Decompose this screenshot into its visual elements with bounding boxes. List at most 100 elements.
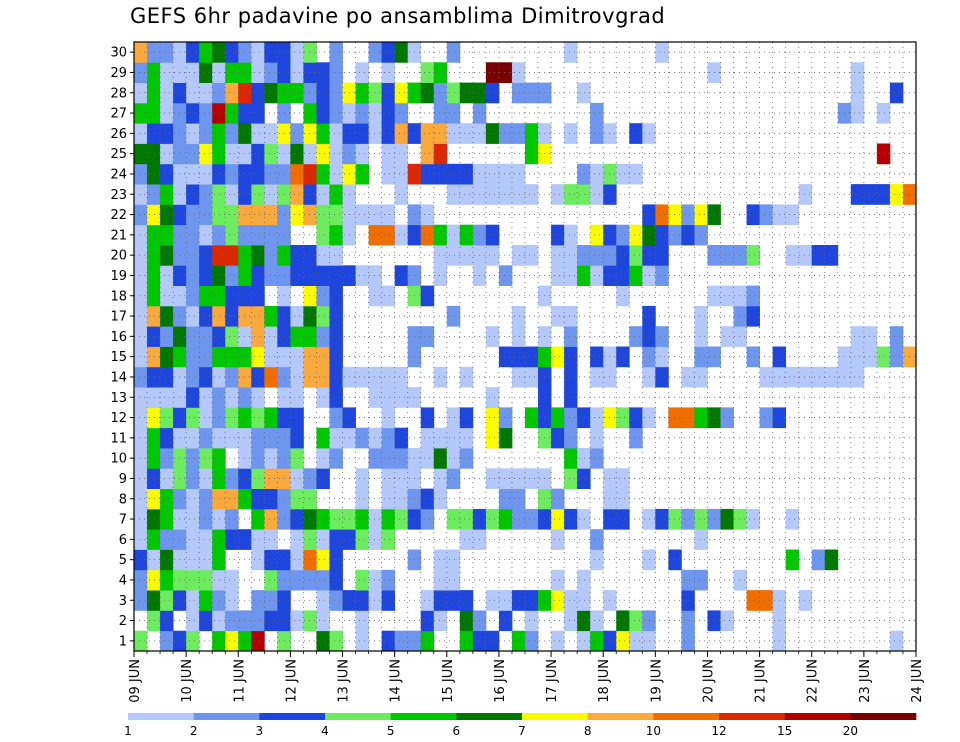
heatmap-cell bbox=[160, 102, 174, 124]
heatmap-cell bbox=[199, 549, 213, 571]
heatmap-cell bbox=[264, 508, 278, 530]
heatmap-cell bbox=[251, 488, 265, 510]
heatmap-cell bbox=[368, 569, 383, 591]
heatmap-cell bbox=[160, 265, 174, 286]
heatmap-cell bbox=[199, 62, 213, 83]
heatmap-cell bbox=[720, 326, 734, 347]
heatmap-cell bbox=[251, 204, 265, 226]
heatmap-cell bbox=[394, 488, 409, 510]
heatmap-cell bbox=[564, 387, 578, 408]
heatmap-cell bbox=[212, 224, 226, 246]
heatmap-cell bbox=[251, 630, 265, 652]
legend-label: 4 bbox=[321, 724, 329, 738]
heatmap-cell bbox=[225, 610, 239, 632]
heatmap-cell bbox=[551, 569, 565, 591]
heatmap-cell bbox=[316, 326, 330, 347]
heatmap-cell bbox=[485, 123, 500, 144]
y-tick-label: 19 bbox=[110, 269, 127, 284]
heatmap-cell bbox=[850, 184, 865, 205]
heatmap-cell bbox=[212, 184, 226, 205]
heatmap-cell bbox=[290, 610, 304, 632]
heatmap-cell bbox=[225, 508, 239, 530]
y-tick-label: 29 bbox=[110, 66, 127, 81]
y-tick-label: 4 bbox=[119, 573, 127, 588]
heatmap-cell bbox=[199, 488, 213, 510]
heatmap-cell bbox=[433, 102, 448, 124]
heatmap-cell bbox=[264, 529, 278, 550]
heatmap-cell bbox=[394, 366, 409, 388]
legend-swatch bbox=[456, 713, 523, 720]
heatmap-cell bbox=[212, 448, 226, 469]
heatmap-cell bbox=[720, 285, 734, 307]
heatmap-cell bbox=[564, 305, 578, 327]
y-tick-label: 5 bbox=[119, 553, 127, 568]
heatmap-cell bbox=[329, 184, 343, 205]
heatmap-cell bbox=[459, 407, 474, 429]
y-tick-label: 27 bbox=[110, 107, 127, 122]
heatmap-cell bbox=[577, 82, 591, 104]
heatmap-cell bbox=[694, 204, 708, 226]
heatmap-cell bbox=[889, 82, 904, 104]
heatmap-cell bbox=[498, 508, 513, 530]
heatmap-cell bbox=[746, 590, 760, 611]
heatmap-cell bbox=[290, 346, 304, 368]
y-tick-label: 2 bbox=[119, 614, 127, 629]
heatmap-cell bbox=[564, 265, 578, 286]
heatmap-cell bbox=[368, 529, 383, 550]
heatmap-cell bbox=[329, 427, 343, 449]
heatmap-cell bbox=[264, 265, 278, 286]
heatmap-cell bbox=[368, 366, 383, 388]
heatmap-cell bbox=[759, 366, 774, 388]
heatmap-cell bbox=[459, 508, 474, 530]
heatmap-cell bbox=[147, 42, 161, 63]
heatmap-cell bbox=[420, 123, 435, 144]
heatmap-cell bbox=[134, 143, 148, 165]
heatmap-cell bbox=[303, 488, 317, 510]
heatmap-cell bbox=[212, 42, 226, 63]
heatmap-cell bbox=[394, 630, 409, 652]
heatmap-cell bbox=[420, 82, 435, 104]
heatmap-cell bbox=[251, 366, 265, 388]
heatmap-cell bbox=[590, 549, 604, 571]
heatmap-cell bbox=[785, 204, 800, 226]
heatmap-cell bbox=[511, 163, 526, 185]
heatmap-cell bbox=[212, 245, 226, 266]
heatmap-cell bbox=[694, 407, 708, 429]
heatmap-cell bbox=[303, 62, 317, 83]
heatmap-cell bbox=[433, 549, 448, 571]
heatmap-cell bbox=[577, 610, 591, 632]
heatmap-cell bbox=[251, 427, 265, 449]
legend-label: 20 bbox=[843, 724, 858, 738]
heatmap-cell bbox=[290, 366, 304, 388]
heatmap-cell bbox=[199, 590, 213, 611]
heatmap-cell bbox=[577, 163, 591, 185]
heatmap-cell bbox=[147, 590, 161, 611]
heatmap-cell bbox=[303, 184, 317, 205]
heatmap-cell bbox=[251, 143, 265, 165]
heatmap-cell bbox=[303, 508, 317, 530]
heatmap-cell bbox=[629, 123, 643, 144]
y-tick-label: 26 bbox=[110, 127, 127, 142]
x-tick-label: 22 JUN bbox=[806, 659, 821, 703]
heatmap-cell bbox=[459, 184, 474, 205]
heatmap-cell bbox=[264, 123, 278, 144]
heatmap-cell bbox=[420, 163, 435, 185]
heatmap-cell bbox=[186, 549, 200, 571]
heatmap-cell bbox=[681, 407, 695, 429]
heatmap-cell bbox=[420, 143, 435, 165]
heatmap-cell bbox=[316, 508, 330, 530]
heatmap-cell bbox=[798, 366, 813, 388]
heatmap-cell bbox=[485, 468, 500, 489]
heatmap-cell bbox=[329, 224, 343, 246]
chart-title: GEFS 6hr padavine po ansamblima Dimitrov… bbox=[130, 4, 666, 28]
y-tick-label: 13 bbox=[110, 391, 127, 406]
heatmap-cell bbox=[381, 488, 396, 510]
heatmap-cell bbox=[160, 427, 174, 449]
heatmap-cell bbox=[212, 265, 226, 286]
heatmap-cell bbox=[498, 184, 513, 205]
heatmap-cell bbox=[590, 184, 604, 205]
heatmap-cell bbox=[225, 326, 239, 347]
heatmap-cell bbox=[511, 590, 526, 611]
heatmap-cell bbox=[564, 590, 578, 611]
heatmap-cell bbox=[316, 163, 330, 185]
